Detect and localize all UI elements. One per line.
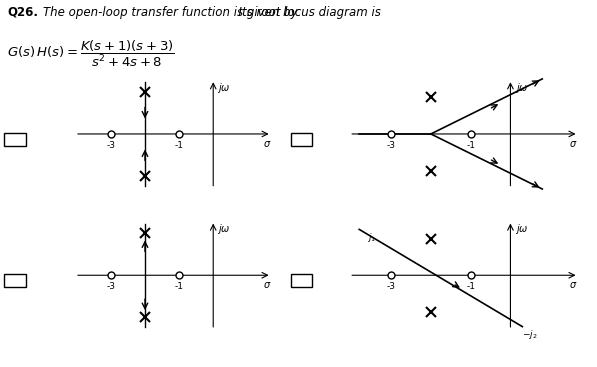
Text: -3: -3 xyxy=(386,282,396,291)
Text: $\sigma$: $\sigma$ xyxy=(263,139,272,149)
Text: $j_1$: $j_1$ xyxy=(367,231,376,244)
Text: $\sigma$: $\sigma$ xyxy=(570,139,578,149)
Text: -3: -3 xyxy=(386,141,396,150)
Text: -1: -1 xyxy=(466,141,475,150)
Text: $j\omega$: $j\omega$ xyxy=(217,222,231,236)
Text: Q26.: Q26. xyxy=(7,6,38,18)
Text: -1: -1 xyxy=(174,141,184,150)
Text: -1: -1 xyxy=(174,282,184,291)
Text: $G(s)\,H(s) = \dfrac{K(s+1)(s+3)}{s^2+4s+8}$: $G(s)\,H(s) = \dfrac{K(s+1)(s+3)}{s^2+4s… xyxy=(7,39,175,69)
Text: -1: -1 xyxy=(466,282,475,291)
Text: -3: -3 xyxy=(106,282,115,291)
Text: $j\omega$: $j\omega$ xyxy=(515,81,529,95)
Text: $j\omega$: $j\omega$ xyxy=(515,222,529,236)
Text: $-j_2$: $-j_2$ xyxy=(522,328,538,341)
Text: $\sigma$: $\sigma$ xyxy=(570,280,578,290)
Text: Its root locus diagram is: Its root locus diagram is xyxy=(231,6,381,18)
Text: The open-loop transfer function is given by: The open-loop transfer function is given… xyxy=(43,6,298,18)
Text: -3: -3 xyxy=(106,141,115,150)
Text: $j\omega$: $j\omega$ xyxy=(217,81,231,95)
Text: $\sigma$: $\sigma$ xyxy=(263,280,272,291)
